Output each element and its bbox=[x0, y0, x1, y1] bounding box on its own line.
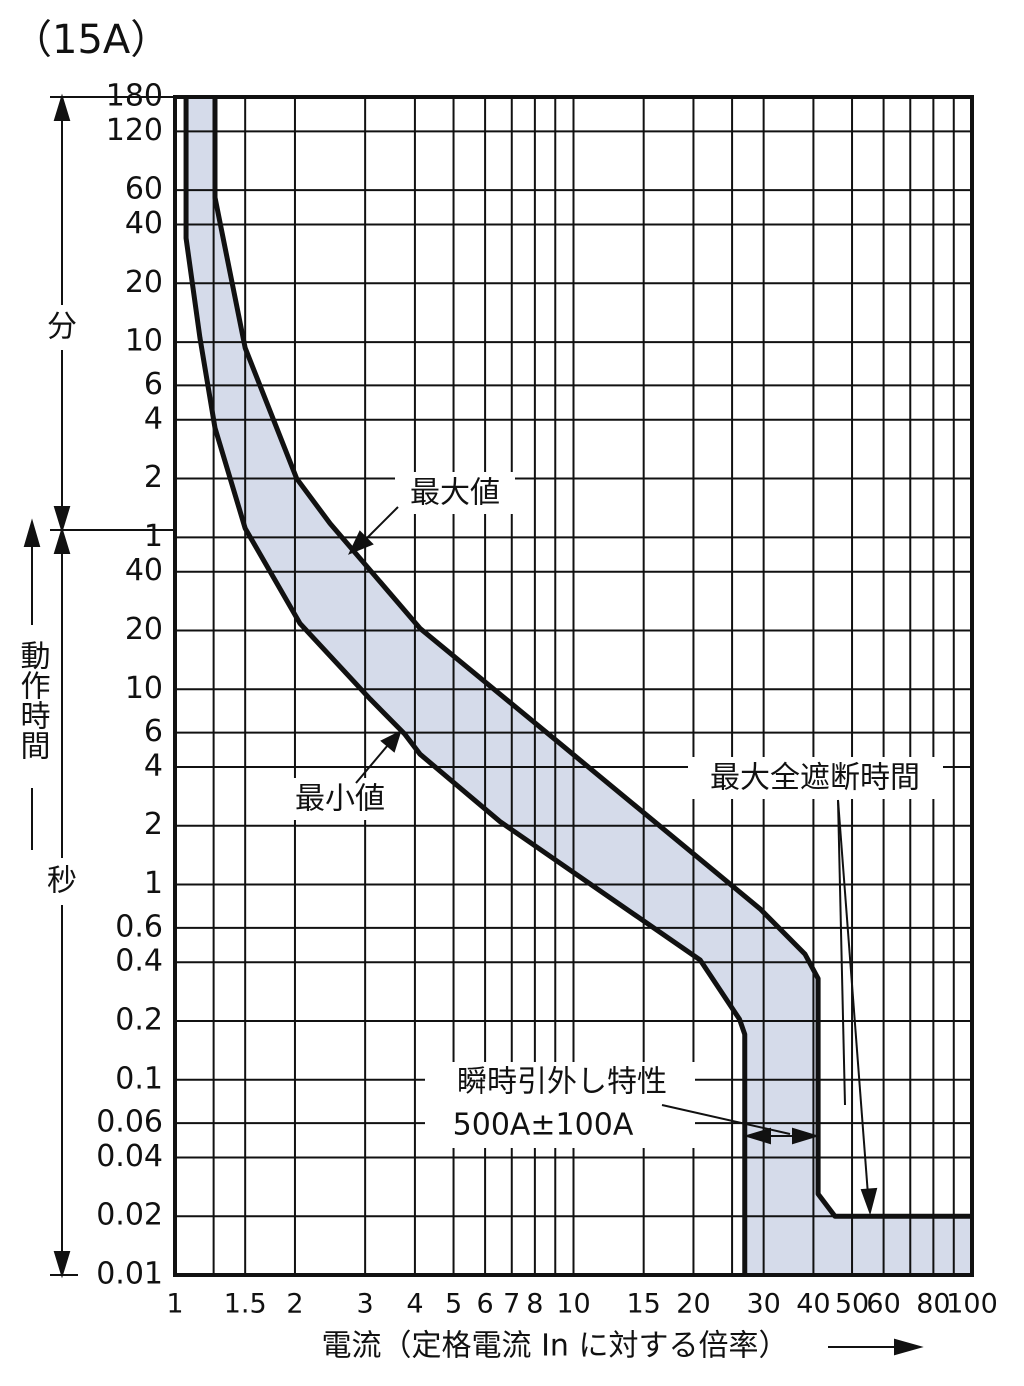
annotation: 最大値 bbox=[410, 476, 500, 511]
y-tick-label: 0.06 bbox=[96, 1105, 163, 1140]
x-tick-label: 10 bbox=[556, 1289, 590, 1320]
y-tick-label: 0.04 bbox=[96, 1139, 163, 1174]
x-tick-label: 30 bbox=[746, 1289, 780, 1320]
y-tick-label: 1 bbox=[144, 866, 163, 901]
x-tick-label: 4 bbox=[406, 1289, 423, 1320]
y-tick-label: 40 bbox=[125, 206, 163, 241]
y-tick-label: 2 bbox=[144, 807, 163, 842]
y-tick-label: 4 bbox=[144, 748, 163, 783]
x-tick-label: 1 bbox=[166, 1289, 183, 1320]
y-label-seconds: 秒 bbox=[47, 864, 77, 899]
x-tick-label: 8 bbox=[526, 1289, 543, 1320]
axis-arrows bbox=[23, 93, 924, 1356]
y-tick-label: 60 bbox=[125, 172, 163, 207]
y-tick-label: 0.2 bbox=[115, 1002, 163, 1037]
y-tick-label: 0.01 bbox=[96, 1257, 163, 1292]
x-tick-label: 2 bbox=[286, 1289, 303, 1320]
x-tick-label: 1.5 bbox=[224, 1289, 267, 1320]
annotation: 500A±100A bbox=[453, 1108, 634, 1143]
y-tick-label: 0.6 bbox=[115, 909, 163, 944]
chart-title: （15A） bbox=[12, 17, 170, 63]
x-tick-label: 60 bbox=[866, 1289, 900, 1320]
x-tick-label: 80 bbox=[916, 1289, 950, 1320]
y-tick-label: 4 bbox=[144, 401, 163, 436]
y-tick-label: 0.1 bbox=[115, 1061, 163, 1096]
band-fill bbox=[186, 97, 972, 1275]
x-tick-label: 6 bbox=[476, 1289, 493, 1320]
plot-frame bbox=[173, 95, 974, 1277]
annotation: 最小値 bbox=[295, 782, 385, 817]
y-label-minutes: 分 bbox=[47, 310, 77, 345]
y-tick-label: 20 bbox=[125, 612, 163, 647]
y-tick-label: 10 bbox=[125, 324, 163, 359]
annotation: 最大全遮断時間 bbox=[710, 761, 920, 796]
curve bbox=[212, 97, 972, 1219]
x-tick-label: 100 bbox=[946, 1289, 998, 1320]
x-tick-label: 3 bbox=[357, 1289, 374, 1320]
y-tick-label: 120 bbox=[106, 113, 163, 148]
y-axis-label: 動作時間 bbox=[15, 640, 50, 760]
annotation: 瞬時引外し特性 bbox=[457, 1065, 667, 1100]
y-tick-label: 10 bbox=[125, 671, 163, 706]
x-tick-label: 5 bbox=[445, 1289, 462, 1320]
y-tick-label: 2 bbox=[144, 460, 163, 495]
y-tick-label: 20 bbox=[125, 265, 163, 300]
curve bbox=[183, 97, 748, 1275]
y-tick-label: 0.4 bbox=[115, 944, 163, 979]
x-tick-label: 50 bbox=[835, 1289, 869, 1320]
x-axis-label: 電流（定格電流 In に対する倍率） bbox=[322, 1329, 789, 1364]
x-tick-label: 40 bbox=[796, 1289, 830, 1320]
annotations: 最大値 最小値 最大全遮断時間 瞬時引外し特性 500A±100A bbox=[280, 472, 943, 1216]
x-tick-label: 7 bbox=[503, 1289, 520, 1320]
y-tick-label: 40 bbox=[125, 553, 163, 588]
x-tick-label: 20 bbox=[676, 1289, 710, 1320]
y-tick-label: 6 bbox=[144, 714, 163, 749]
y-tick-label: 6 bbox=[144, 367, 163, 402]
y-tick-label: 0.02 bbox=[96, 1198, 163, 1233]
x-tick-label: 15 bbox=[626, 1289, 660, 1320]
y-tick-label: 1 bbox=[144, 519, 163, 554]
